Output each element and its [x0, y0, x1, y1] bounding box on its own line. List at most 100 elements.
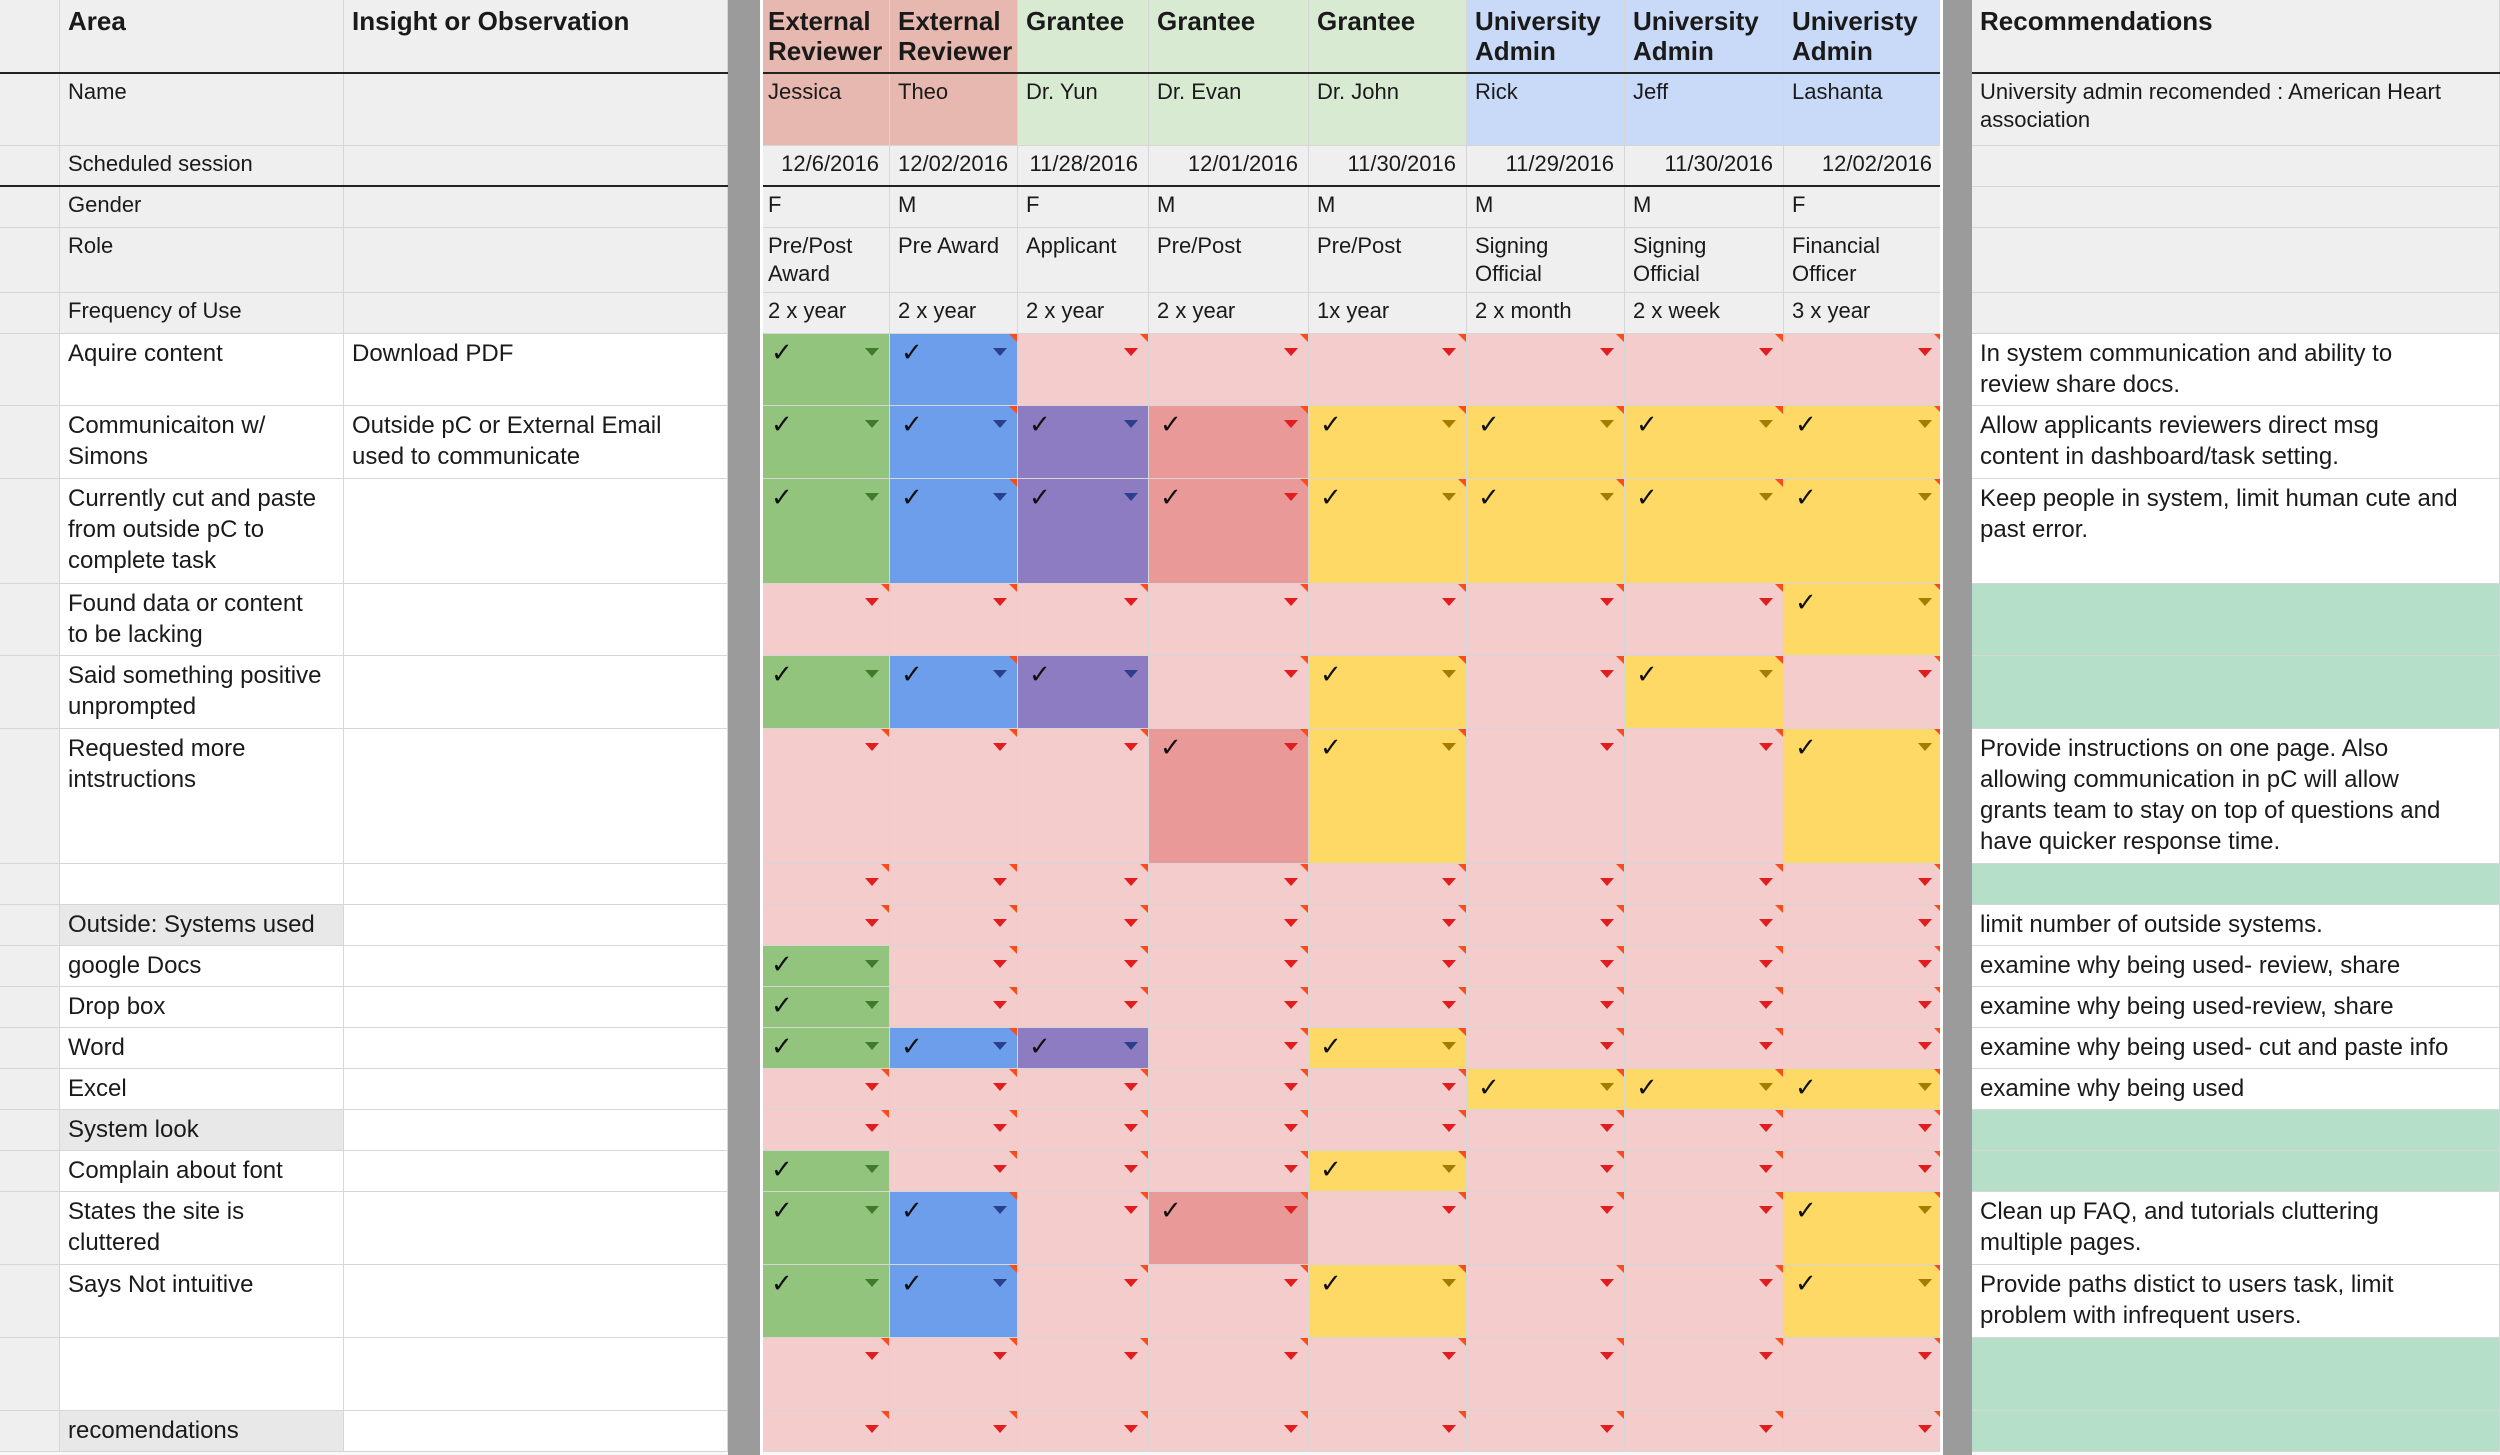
dropdown-arrow-icon[interactable]: [1918, 1206, 1932, 1214]
check-cell-checked[interactable]: ✓: [1625, 656, 1784, 729]
dropdown-arrow-icon[interactable]: [1442, 598, 1456, 606]
profile-value[interactable]: F: [760, 187, 890, 228]
check-cell-checked[interactable]: ✓: [890, 656, 1018, 729]
dropdown-arrow-icon[interactable]: [993, 919, 1007, 927]
dropdown-arrow-icon[interactable]: [1759, 1083, 1773, 1091]
check-cell[interactable]: [1149, 656, 1309, 729]
dropdown-arrow-icon[interactable]: [1124, 1206, 1138, 1214]
dropdown-arrow-icon[interactable]: [1600, 1279, 1614, 1287]
check-cell-checked[interactable]: ✓: [1018, 479, 1149, 584]
profile-value[interactable]: 1x year: [1309, 293, 1467, 334]
check-cell-checked[interactable]: ✓: [760, 1192, 890, 1265]
check-cell-checked[interactable]: ✓: [1784, 584, 1943, 656]
check-cell[interactable]: [1467, 905, 1625, 946]
check-cell[interactable]: [1149, 1110, 1309, 1151]
check-cell[interactable]: [1784, 1411, 1943, 1452]
row-header[interactable]: [0, 1151, 60, 1192]
row-header[interactable]: [0, 905, 60, 946]
check-cell[interactable]: [1467, 1265, 1625, 1338]
check-cell[interactable]: [1467, 1411, 1625, 1452]
dropdown-arrow-icon[interactable]: [1918, 1425, 1932, 1433]
dropdown-arrow-icon[interactable]: [993, 420, 1007, 428]
profile-value[interactable]: M: [1467, 187, 1625, 228]
check-cell[interactable]: [1625, 905, 1784, 946]
check-cell[interactable]: [1467, 729, 1625, 864]
dropdown-arrow-icon[interactable]: [1442, 1352, 1456, 1360]
dropdown-arrow-icon[interactable]: [1124, 1124, 1138, 1132]
dropdown-arrow-icon[interactable]: [1600, 1425, 1614, 1433]
dropdown-arrow-icon[interactable]: [993, 960, 1007, 968]
dropdown-arrow-icon[interactable]: [865, 1206, 879, 1214]
dropdown-arrow-icon[interactable]: [1600, 1001, 1614, 1009]
dropdown-arrow-icon[interactable]: [1600, 598, 1614, 606]
check-cell-checked[interactable]: ✓: [760, 334, 890, 406]
dropdown-arrow-icon[interactable]: [1284, 743, 1298, 751]
profile-value[interactable]: 12/6/2016: [760, 146, 890, 187]
dropdown-arrow-icon[interactable]: [1918, 493, 1932, 501]
check-cell[interactable]: [1309, 987, 1467, 1028]
dropdown-arrow-icon[interactable]: [865, 1352, 879, 1360]
dropdown-arrow-icon[interactable]: [1442, 960, 1456, 968]
profile-value[interactable]: Signing Official: [1625, 228, 1784, 293]
dropdown-arrow-icon[interactable]: [993, 348, 1007, 356]
check-cell[interactable]: [1625, 729, 1784, 864]
dropdown-arrow-icon[interactable]: [1759, 670, 1773, 678]
dropdown-arrow-icon[interactable]: [1284, 919, 1298, 927]
row-header[interactable]: [0, 1338, 60, 1411]
check-cell[interactable]: [1784, 1151, 1943, 1192]
check-cell[interactable]: [1149, 946, 1309, 987]
dropdown-arrow-icon[interactable]: [1442, 420, 1456, 428]
dropdown-arrow-icon[interactable]: [1124, 493, 1138, 501]
check-cell[interactable]: [1018, 1411, 1149, 1452]
check-cell-checked[interactable]: ✓: [760, 479, 890, 584]
dropdown-arrow-icon[interactable]: [865, 1124, 879, 1132]
dropdown-arrow-icon[interactable]: [1284, 348, 1298, 356]
row-header[interactable]: [0, 1411, 60, 1452]
check-cell-checked[interactable]: ✓: [1018, 656, 1149, 729]
dropdown-arrow-icon[interactable]: [1442, 1425, 1456, 1433]
dropdown-arrow-icon[interactable]: [1442, 743, 1456, 751]
dropdown-arrow-icon[interactable]: [1284, 1042, 1298, 1050]
check-cell-checked[interactable]: ✓: [890, 1028, 1018, 1069]
check-cell-checked[interactable]: ✓: [1625, 479, 1784, 584]
profile-value[interactable]: 2 x month: [1467, 293, 1625, 334]
check-cell[interactable]: [1149, 905, 1309, 946]
dropdown-arrow-icon[interactable]: [993, 1124, 1007, 1132]
dropdown-arrow-icon[interactable]: [1918, 670, 1932, 678]
profile-value[interactable]: F: [1018, 187, 1149, 228]
check-cell[interactable]: [1784, 864, 1943, 905]
dropdown-arrow-icon[interactable]: [1442, 670, 1456, 678]
check-cell-checked[interactable]: ✓: [1784, 1192, 1943, 1265]
row-header[interactable]: [0, 729, 60, 864]
check-cell[interactable]: [1149, 1151, 1309, 1192]
check-cell[interactable]: [890, 1411, 1018, 1452]
check-cell[interactable]: [760, 1338, 890, 1411]
check-cell[interactable]: [1625, 987, 1784, 1028]
check-cell[interactable]: [1309, 584, 1467, 656]
row-header[interactable]: [0, 1192, 60, 1265]
check-cell[interactable]: [1784, 1110, 1943, 1151]
check-cell[interactable]: [1625, 1411, 1784, 1452]
profile-value[interactable]: 12/01/2016: [1149, 146, 1309, 187]
check-cell[interactable]: [1018, 729, 1149, 864]
dropdown-arrow-icon[interactable]: [1759, 743, 1773, 751]
check-cell[interactable]: [1149, 864, 1309, 905]
profile-value[interactable]: 11/29/2016: [1467, 146, 1625, 187]
dropdown-arrow-icon[interactable]: [1918, 1352, 1932, 1360]
dropdown-arrow-icon[interactable]: [1600, 1124, 1614, 1132]
row-header[interactable]: [0, 479, 60, 584]
dropdown-arrow-icon[interactable]: [1759, 960, 1773, 968]
dropdown-arrow-icon[interactable]: [1918, 919, 1932, 927]
check-cell[interactable]: [1309, 334, 1467, 406]
row-header[interactable]: [0, 0, 60, 74]
dropdown-arrow-icon[interactable]: [993, 598, 1007, 606]
profile-value[interactable]: F: [1784, 187, 1943, 228]
check-cell[interactable]: [1018, 584, 1149, 656]
check-cell[interactable]: [890, 1110, 1018, 1151]
dropdown-arrow-icon[interactable]: [1442, 1124, 1456, 1132]
profile-value[interactable]: 2 x year: [890, 293, 1018, 334]
dropdown-arrow-icon[interactable]: [1918, 348, 1932, 356]
dropdown-arrow-icon[interactable]: [993, 1165, 1007, 1173]
dropdown-arrow-icon[interactable]: [993, 1425, 1007, 1433]
dropdown-arrow-icon[interactable]: [1284, 878, 1298, 886]
